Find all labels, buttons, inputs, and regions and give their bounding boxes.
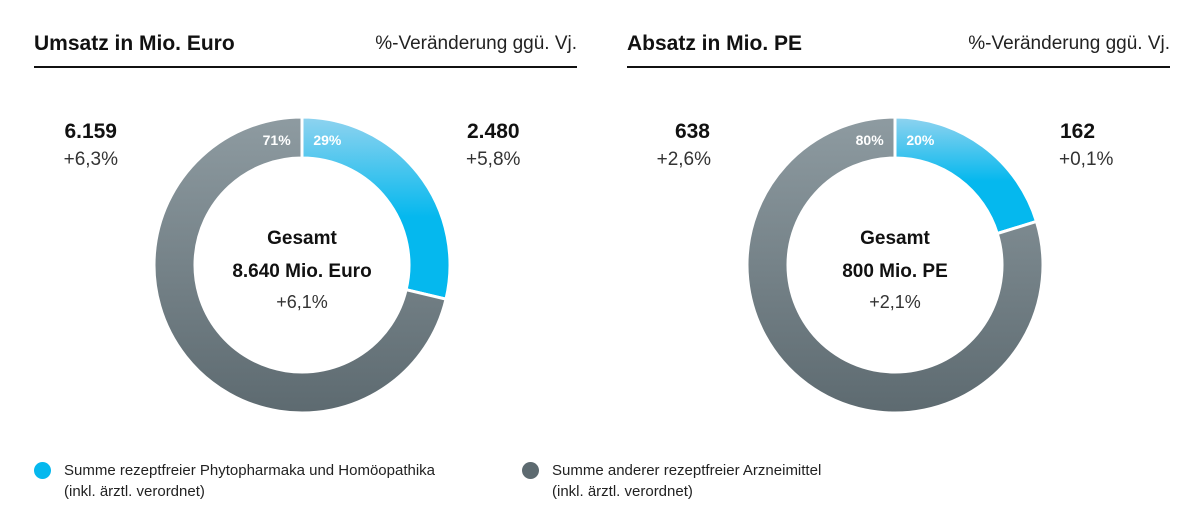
legend-label: Summe anderer rezeptfreier Arzneimittel [552, 462, 822, 479]
umsatz-panel: Umsatz in Mio. Euro %-Veränderung ggü. V… [34, 0, 577, 420]
legend-swatch-dark [522, 462, 539, 479]
legend-swatch-light [34, 462, 51, 479]
absatz-title: Absatz in Mio. PE [627, 32, 803, 55]
absatz-header: Absatz in Mio. PE %-Veränderung ggü. Vj. [627, 30, 1170, 68]
umsatz-subtitle: %-Veränderung ggü. Vj. [375, 33, 577, 54]
slice-percent-label: 29% [313, 132, 342, 148]
center-total: 800 Mio. PE [842, 261, 948, 282]
absatz-panel: Absatz in Mio. PE %-Veränderung ggü. Vj.… [627, 0, 1170, 420]
umsatz-title: Umsatz in Mio. Euro [34, 32, 235, 55]
slice-change-label: +0,1% [1059, 149, 1114, 170]
slice-change-label: +2,6% [657, 149, 712, 170]
slice-percent-label: 80% [856, 132, 885, 148]
center-change: +2,1% [869, 292, 921, 312]
umsatz-donut-chart: 29% 2.480 +5,8% 71% 6.159 +6,3% Gesamt 8.640 Mi… [64, 115, 521, 415]
center-label: Gesamt [267, 228, 337, 249]
absatz-subtitle: %-Veränderung ggü. Vj. [968, 33, 1170, 54]
slice-value-label: 6.159 [64, 120, 117, 143]
legend-label: Summe rezeptfreier Phytopharmaka und Hom… [64, 462, 436, 479]
center-change: +6,1% [276, 292, 328, 312]
slice-percent-label: 71% [263, 132, 292, 148]
slice-value-label: 2.480 [467, 120, 520, 143]
legend-sublabel: (inkl. ärztl. verordnet) [552, 483, 693, 500]
absatz-donut-chart: 20% 162 +0,1% 80% 638 +2,6% Gesamt 800 Mio. PE +… [657, 115, 1114, 415]
slice-change-label: +6,3% [64, 149, 119, 170]
donut-slice-andere [152, 115, 448, 415]
legend-sublabel: (inkl. ärztl. verordnet) [64, 483, 205, 500]
slice-change-label: +5,8% [466, 149, 521, 170]
center-label: Gesamt [860, 228, 930, 249]
slice-value-label: 162 [1060, 120, 1095, 143]
slice-percent-label: 20% [906, 132, 935, 148]
center-total: 8.640 Mio. Euro [232, 261, 371, 282]
umsatz-header: Umsatz in Mio. Euro %-Veränderung ggü. V… [34, 30, 577, 68]
donut-slice-andere [745, 115, 1045, 415]
slice-value-label: 638 [675, 120, 710, 143]
